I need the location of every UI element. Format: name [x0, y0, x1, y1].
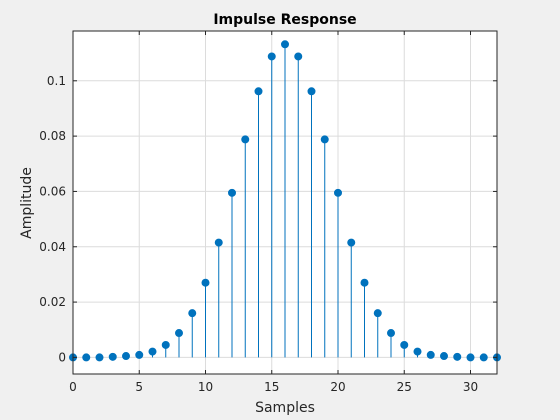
stem-marker	[108, 352, 117, 361]
y-tick-label: 0.08	[39, 129, 66, 143]
stem-marker	[161, 340, 170, 349]
stem-marker	[334, 188, 342, 197]
stem-marker	[294, 52, 303, 61]
y-tick-label: 0.06	[39, 184, 66, 198]
stem-series	[69, 40, 501, 362]
stem-marker	[241, 135, 250, 144]
stem-marker	[400, 340, 409, 349]
x-tick-label: 0	[69, 380, 77, 394]
y-tick-label: 0.1	[47, 74, 66, 88]
ticks: 0 5 10 15 20 25 30 0 0.02 0.04 0.06 0.08 0.1	[39, 31, 497, 394]
y-tick-label: 0	[58, 350, 66, 364]
stem-marker	[320, 135, 329, 144]
x-tick-label: 5	[135, 380, 143, 394]
stem-marker	[201, 278, 210, 287]
y-axis-label: Amplitude	[19, 167, 35, 239]
stem-marker	[82, 353, 91, 362]
x-tick-label: 25	[397, 380, 412, 394]
stem-marker	[281, 40, 289, 49]
stem-marker	[148, 347, 157, 356]
axes-box	[72, 30, 498, 375]
stem-marker	[135, 350, 144, 359]
stem-marker	[175, 329, 183, 338]
stem-marker	[214, 238, 223, 247]
stem-marker	[228, 188, 236, 197]
stem-marker	[307, 87, 316, 96]
stem-marker	[188, 309, 197, 318]
stem-marker	[254, 87, 263, 96]
x-tick-label: 15	[264, 380, 279, 394]
stem-marker	[479, 353, 488, 362]
chart-title: Impulse Response	[213, 12, 356, 28]
stem-marker	[413, 347, 422, 356]
stem-marker	[426, 350, 435, 359]
x-tick-label: 20	[330, 380, 345, 394]
stem-marker	[466, 353, 475, 362]
y-tick-label: 0.04	[39, 240, 66, 254]
stem-marker	[122, 352, 130, 361]
x-tick-label: 30	[463, 380, 478, 394]
x-tick-label: 10	[198, 380, 213, 394]
stem-marker	[387, 329, 395, 338]
stem-marker	[360, 278, 369, 287]
y-tick-label: 0.02	[39, 295, 66, 309]
stem-marker	[267, 52, 276, 61]
x-axis-label: Samples	[255, 400, 315, 416]
stem-marker	[373, 309, 382, 318]
stem-marker	[440, 352, 448, 361]
stem-marker	[95, 353, 104, 362]
stem-marker	[453, 352, 462, 361]
stem-marker	[347, 238, 356, 247]
